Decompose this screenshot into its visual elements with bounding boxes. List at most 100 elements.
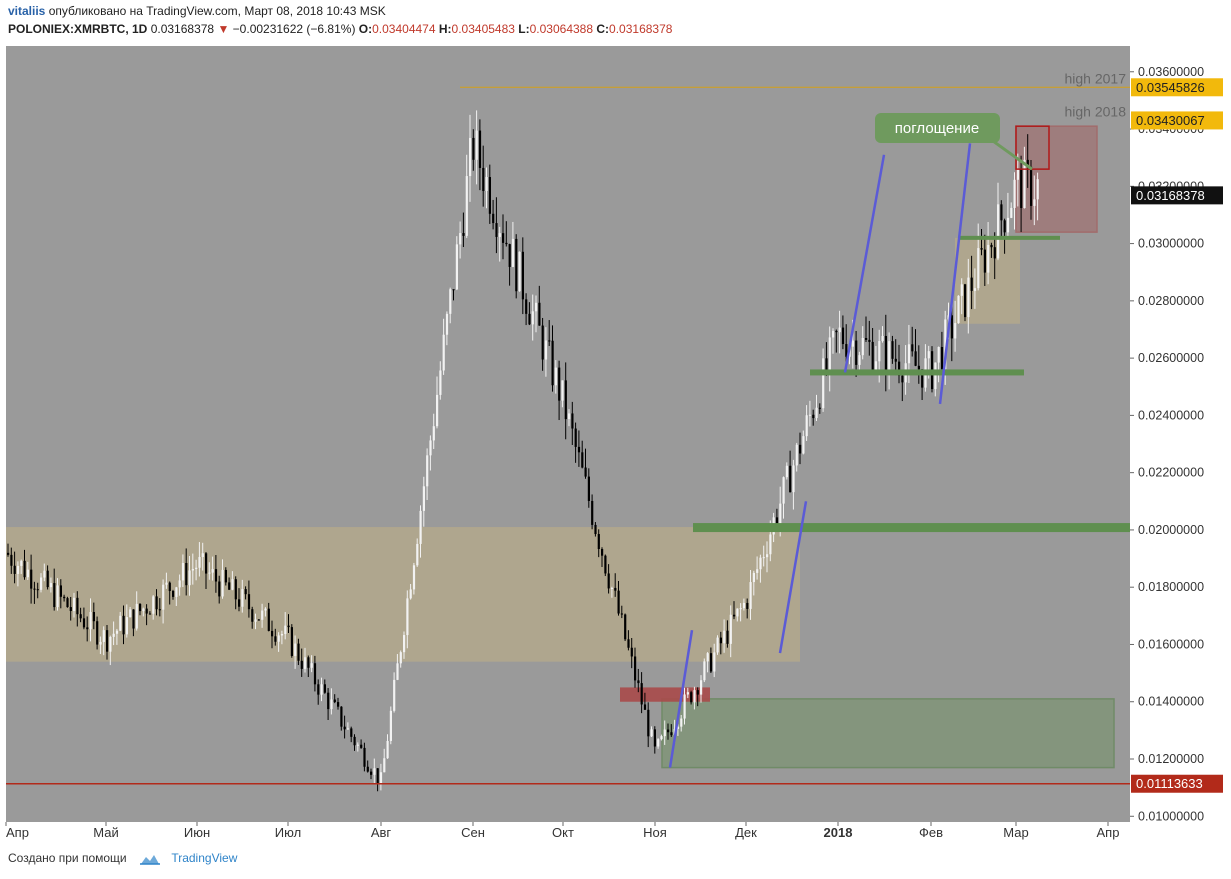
engulfing-box (1015, 125, 1050, 170)
candle-body (950, 315, 953, 339)
candle-body (700, 680, 703, 695)
candle-body (313, 663, 317, 685)
high-label: H: (438, 22, 452, 36)
candle-body (284, 625, 287, 634)
level-line (693, 523, 1130, 533)
candle-body (752, 572, 755, 583)
x-tick-label: Июл (275, 825, 301, 840)
candle-body (911, 344, 914, 352)
candle-body (535, 302, 538, 312)
x-tick-label: Дек (735, 825, 757, 840)
candle-body (73, 597, 76, 612)
price-chart[interactable]: поглощение 0.01000000 0.01200000 0.0140000… (0, 40, 1231, 845)
candle-body (841, 327, 845, 345)
candle-body (680, 718, 683, 727)
candle-body (340, 706, 343, 727)
candle-body (1033, 199, 1036, 206)
author-name[interactable]: vitaliis (8, 4, 46, 18)
candle-body (851, 340, 854, 347)
candle-body (231, 579, 234, 590)
x-tick-label: Ноя (643, 825, 667, 840)
candle-body (782, 477, 785, 504)
candle-body (478, 130, 482, 168)
candle-body (327, 692, 330, 710)
candle-body (937, 346, 940, 363)
candle-body (201, 553, 204, 558)
candle-body (396, 663, 399, 680)
candle-body (224, 569, 227, 583)
candle-body (191, 569, 194, 571)
low-value: 0.03064388 (529, 22, 594, 36)
candle-body (762, 557, 765, 559)
tradingview-link[interactable]: TradingView (171, 851, 238, 865)
candle-body (716, 637, 719, 653)
candle-body (561, 380, 564, 401)
candle-body (267, 608, 270, 631)
y-tick-label: 0.02600000 (1138, 351, 1204, 365)
candle-body (436, 394, 439, 427)
candle-body (802, 436, 805, 454)
candle-body (92, 612, 95, 622)
candle-body (640, 683, 643, 705)
candle-body (703, 661, 706, 681)
candle-body (106, 630, 109, 652)
plot-area[interactable] (6, 46, 1130, 822)
trend-line (843, 154, 886, 373)
candle-body (238, 599, 241, 607)
candle-body (878, 341, 881, 362)
candle-body (835, 330, 838, 333)
candle-body (554, 367, 557, 386)
price-label-bg (1131, 774, 1223, 793)
candle-body (997, 204, 1000, 259)
candle-body (990, 244, 993, 248)
candle-body (601, 549, 604, 556)
candle-body (874, 361, 878, 371)
candle-body (934, 362, 937, 390)
candle-body (43, 570, 46, 578)
candle-body (541, 325, 544, 360)
candle-body (944, 319, 947, 370)
candle-body (16, 565, 20, 574)
candle-body (482, 167, 485, 191)
candle-body (221, 569, 224, 597)
candle-body (459, 233, 462, 245)
candle-body (399, 652, 402, 664)
price-label: 0.01113633 (1136, 776, 1203, 791)
y-tick-label: 0.01600000 (1138, 637, 1204, 651)
price-label: 0.03430067 (1136, 113, 1205, 128)
x-tick-label: 2018 (824, 825, 853, 840)
candle-body (808, 414, 812, 416)
candle-body (756, 569, 759, 573)
candle-body (63, 596, 66, 599)
candle-body (1020, 169, 1023, 209)
candle-body (548, 340, 551, 342)
candle-body (812, 414, 815, 419)
candle-body (26, 569, 29, 578)
candle-body (607, 573, 610, 589)
candle-body (13, 565, 16, 574)
candle-body (465, 176, 468, 236)
candle-body (927, 351, 930, 359)
candle-body (987, 244, 990, 273)
candle-body (148, 613, 152, 615)
x-tick-label: Окт (552, 825, 574, 840)
candle-body (125, 617, 128, 635)
candle-body (330, 699, 333, 710)
candle-body (967, 277, 970, 318)
trend-line (938, 143, 972, 405)
candle-body (409, 589, 412, 599)
candle-body (693, 690, 696, 703)
candle-body (96, 621, 99, 645)
candle-body (868, 339, 871, 342)
candle-body (726, 630, 729, 644)
candle-body (102, 630, 105, 642)
candle-body (861, 338, 864, 356)
candle-body (20, 560, 23, 566)
candle-body (33, 588, 36, 590)
candle-body (977, 248, 980, 289)
candle-body (36, 589, 39, 591)
candle-body (634, 656, 637, 681)
candle-body (40, 577, 43, 590)
candle-body (577, 446, 581, 453)
high-value: 0.03405483 (451, 22, 515, 36)
